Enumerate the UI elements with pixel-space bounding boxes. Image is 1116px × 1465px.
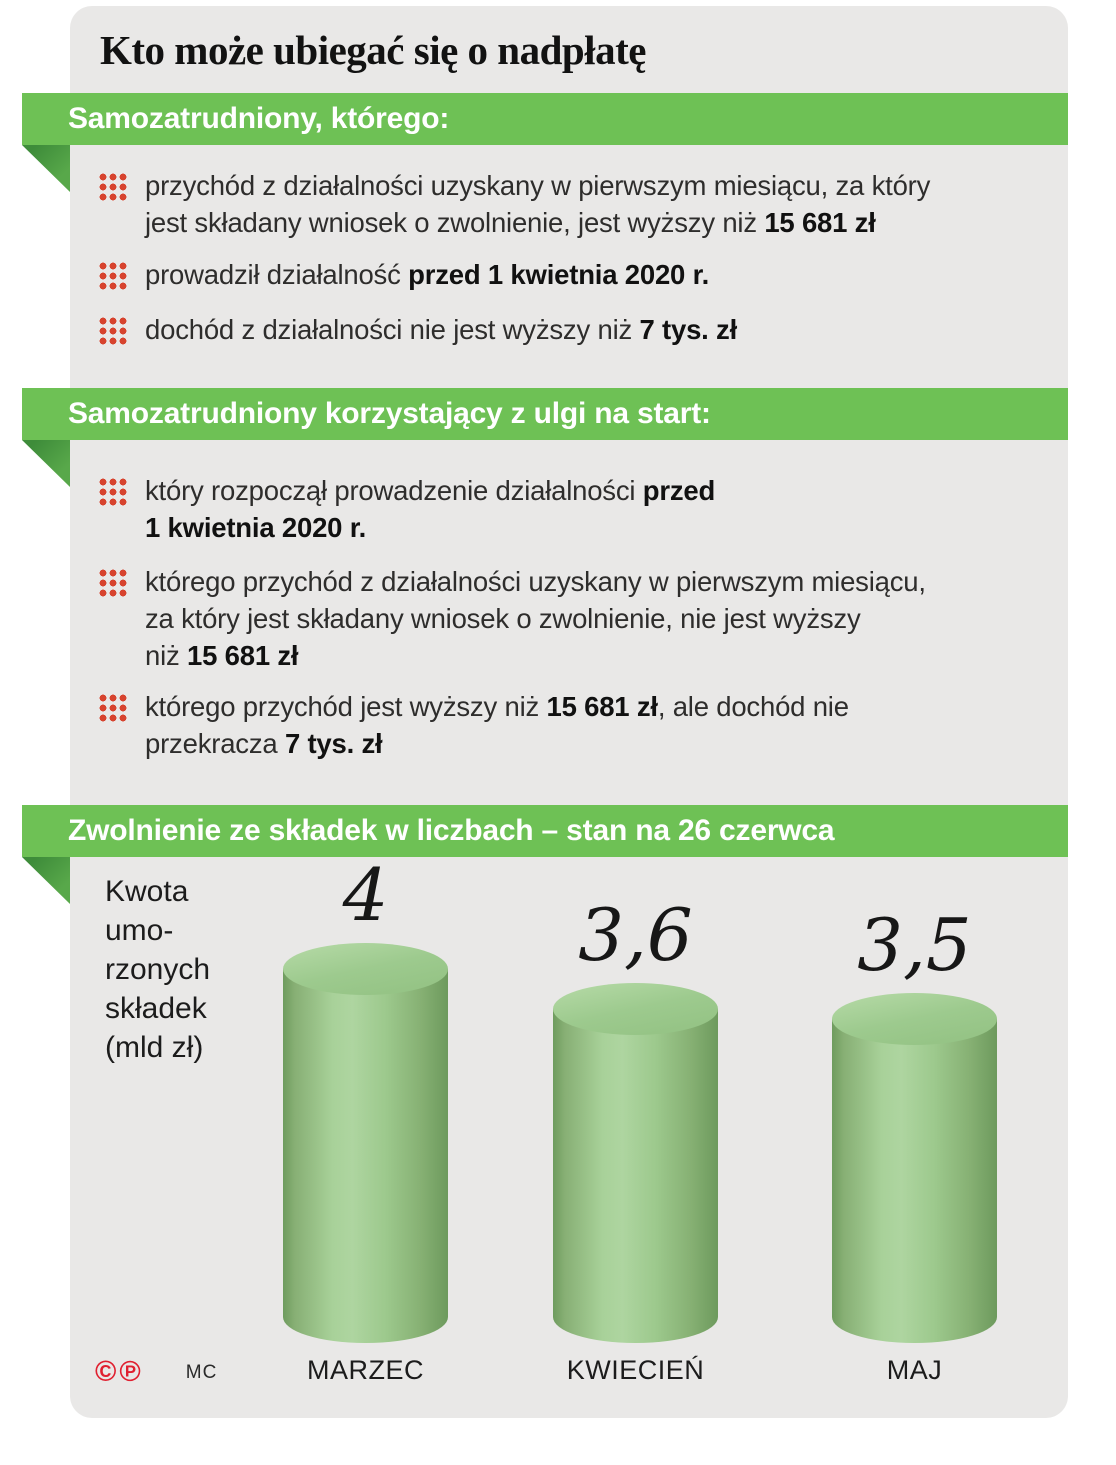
section1-bullet-3: dochód z działalności nie jest wyższy ni… <box>98 311 1043 348</box>
bullet-text: dochód z działalności nie jest wyższy ni… <box>145 314 738 345</box>
footer: ©℗ MC <box>95 1356 217 1389</box>
category-label: MARZEC <box>307 1355 424 1385</box>
section1-header-label: Samozatrudniony, którego: <box>68 102 450 135</box>
bullet-text: prowadził działalność przed 1 kwietnia 2… <box>145 259 710 290</box>
ribbon-fold-shape <box>22 440 70 487</box>
section2-header-label: Samozatrudniony korzystający z ulgi na s… <box>68 397 711 430</box>
cylinder-bar <box>283 943 448 1343</box>
cylinder-top-face <box>283 943 448 995</box>
cylinder-body <box>553 1009 718 1343</box>
author-credit: MC <box>185 1361 218 1383</box>
bullet-text: który rozpoczął prowadzenie działalności… <box>145 475 716 543</box>
category-label: KWIECIEŃ <box>566 1355 705 1385</box>
section1-header-ribbon: Samozatrudniony, którego: <box>22 93 1068 192</box>
section2-bullet-1: który rozpoczął prowadzenie działalności… <box>98 472 1043 546</box>
chart-section-header-label: Zwolnienie ze składek w liczbach – stan … <box>68 814 835 847</box>
section2-bullet-3: którego przychód jest wyższy niż 15 681 … <box>98 688 1043 762</box>
cylinder-top-face <box>832 993 997 1045</box>
dots-bullet-icon <box>98 261 128 291</box>
dots-bullet-icon <box>98 568 128 598</box>
chart-column-maj: 3,5 MAJ <box>832 902 997 1386</box>
bullet-text: którego przychód z działalności uzyskany… <box>145 566 926 671</box>
chart-section-header-ribbon: Zwolnienie ze składek w liczbach – stan … <box>22 805 1068 904</box>
dots-bullet-icon <box>98 477 128 507</box>
chart-column-marzec: 4 MARZEC <box>283 852 448 1386</box>
section2-header-ribbon: Samozatrudniony korzystający z ulgi na s… <box>22 388 1068 487</box>
cylinder-body <box>832 1019 997 1343</box>
value-label: 3,6 <box>578 892 693 977</box>
cylinder-bar <box>832 993 997 1343</box>
bullet-text: przychód z działalności uzyskany w pierw… <box>145 170 931 238</box>
chart-y-axis-label: Kwota umo- rzonych składek (mld zł) <box>105 875 211 1064</box>
dots-bullet-icon <box>98 693 128 723</box>
section1-bullet-1: przychód z działalności uzyskany w pierw… <box>98 167 1043 241</box>
value-label: 3,5 <box>857 902 972 987</box>
category-label: MAJ <box>886 1355 943 1385</box>
page-title: Kto może ubiegać się o nadpłatę <box>100 27 646 73</box>
bullet-text: którego przychód jest wyższy niż 15 681 … <box>145 691 849 759</box>
ribbon-fold-shape <box>22 145 70 192</box>
cylinder-top-face <box>553 983 718 1035</box>
chart-column-kwiecien: 3,6 KWIECIEŃ <box>553 892 718 1386</box>
dots-bullet-icon <box>98 316 128 346</box>
cylinder-body <box>283 969 448 1343</box>
copyright-icons: ©℗ <box>95 1356 144 1388</box>
section2-bullet-2: którego przychód z działalności uzyskany… <box>98 563 1043 674</box>
cylinder-bar <box>553 983 718 1343</box>
section1-bullet-2: prowadził działalność przed 1 kwietnia 2… <box>98 256 1043 293</box>
ribbon-fold-shape <box>22 857 70 904</box>
value-label: 4 <box>342 852 389 937</box>
dots-bullet-icon <box>98 172 128 202</box>
